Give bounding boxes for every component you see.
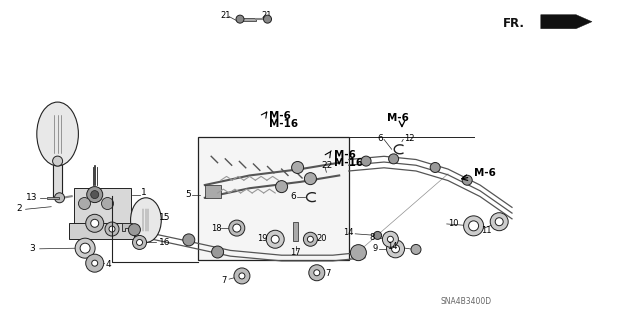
Circle shape xyxy=(75,238,95,258)
Circle shape xyxy=(86,254,104,272)
Text: M-6: M-6 xyxy=(474,168,495,178)
Text: 9: 9 xyxy=(372,244,378,253)
Circle shape xyxy=(490,213,508,231)
Text: M-6: M-6 xyxy=(387,113,409,123)
Text: SNA4B3400D: SNA4B3400D xyxy=(440,297,492,306)
Text: 6: 6 xyxy=(290,192,296,201)
Polygon shape xyxy=(74,188,131,233)
Text: FR.: FR. xyxy=(503,17,525,30)
Text: 8: 8 xyxy=(369,233,374,241)
Text: 10: 10 xyxy=(448,219,458,228)
Ellipse shape xyxy=(131,198,161,242)
Text: 7: 7 xyxy=(221,276,226,285)
Text: 14: 14 xyxy=(387,242,397,251)
Circle shape xyxy=(80,243,90,253)
Circle shape xyxy=(91,219,99,227)
Circle shape xyxy=(91,190,99,199)
Circle shape xyxy=(92,260,98,266)
Circle shape xyxy=(463,216,484,236)
Circle shape xyxy=(383,231,398,247)
Circle shape xyxy=(307,236,314,242)
Circle shape xyxy=(271,235,279,243)
Circle shape xyxy=(411,244,421,255)
Circle shape xyxy=(374,231,381,240)
Circle shape xyxy=(462,175,472,185)
Circle shape xyxy=(292,161,303,174)
Circle shape xyxy=(54,193,65,203)
Polygon shape xyxy=(541,15,592,29)
Circle shape xyxy=(392,245,399,253)
Circle shape xyxy=(207,186,218,197)
Text: 5: 5 xyxy=(185,190,191,199)
Text: 15: 15 xyxy=(159,213,170,222)
Circle shape xyxy=(136,240,143,245)
Circle shape xyxy=(303,232,317,246)
Bar xyxy=(237,18,256,21)
Circle shape xyxy=(229,220,245,236)
Circle shape xyxy=(86,214,104,232)
Text: 4: 4 xyxy=(106,260,111,269)
Circle shape xyxy=(234,268,250,284)
Circle shape xyxy=(388,154,399,164)
Text: 11: 11 xyxy=(481,226,492,235)
Circle shape xyxy=(387,240,404,258)
Text: M-16: M-16 xyxy=(334,158,364,168)
Circle shape xyxy=(266,230,284,248)
Text: 17: 17 xyxy=(291,248,301,256)
Text: M-16: M-16 xyxy=(269,119,298,130)
Text: M-6: M-6 xyxy=(269,111,291,122)
Text: 21: 21 xyxy=(261,11,271,20)
Circle shape xyxy=(212,246,223,258)
Circle shape xyxy=(276,181,287,193)
Circle shape xyxy=(87,187,102,203)
Polygon shape xyxy=(69,223,134,239)
Text: 16: 16 xyxy=(159,238,170,247)
Text: 1: 1 xyxy=(141,189,147,197)
Text: 18: 18 xyxy=(211,224,222,233)
Text: 3: 3 xyxy=(29,244,35,253)
Circle shape xyxy=(79,197,90,210)
Circle shape xyxy=(309,265,325,281)
Circle shape xyxy=(495,218,503,226)
Circle shape xyxy=(233,224,241,232)
Circle shape xyxy=(102,197,113,210)
Polygon shape xyxy=(205,185,221,198)
Polygon shape xyxy=(47,197,59,199)
Text: 21: 21 xyxy=(221,11,231,20)
Circle shape xyxy=(52,156,63,166)
Text: 12: 12 xyxy=(404,134,415,143)
Text: 14: 14 xyxy=(344,228,354,237)
Circle shape xyxy=(236,15,244,23)
Circle shape xyxy=(109,226,115,232)
Circle shape xyxy=(361,156,371,166)
Text: 13: 13 xyxy=(26,193,37,202)
Circle shape xyxy=(351,245,367,261)
Text: 6: 6 xyxy=(377,134,383,143)
Circle shape xyxy=(314,270,320,276)
Circle shape xyxy=(468,221,479,231)
Circle shape xyxy=(387,236,394,242)
Text: 22: 22 xyxy=(321,161,333,170)
Bar xyxy=(198,137,349,260)
Polygon shape xyxy=(122,223,132,231)
Text: 19: 19 xyxy=(257,234,268,243)
Circle shape xyxy=(129,224,140,236)
Circle shape xyxy=(105,222,119,236)
Circle shape xyxy=(183,234,195,246)
Text: 2: 2 xyxy=(16,204,22,213)
Circle shape xyxy=(430,162,440,173)
Bar xyxy=(293,222,298,241)
Circle shape xyxy=(239,273,245,279)
Circle shape xyxy=(305,173,316,185)
Circle shape xyxy=(264,15,271,23)
Text: 20: 20 xyxy=(317,234,327,243)
Circle shape xyxy=(132,235,147,249)
Text: 7: 7 xyxy=(325,269,330,278)
Text: M-6: M-6 xyxy=(334,150,356,160)
Ellipse shape xyxy=(36,102,78,166)
